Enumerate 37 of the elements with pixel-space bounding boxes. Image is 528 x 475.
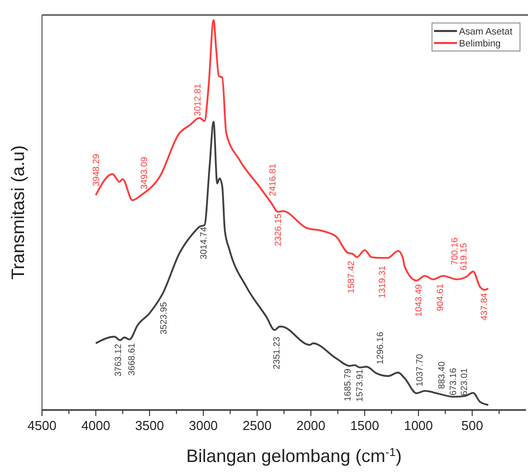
annotation: 904.61 (435, 284, 446, 312)
annotation: 1043.49 (414, 284, 424, 317)
annotation: 3523.95 (158, 302, 168, 335)
annotation: 1685.79 (342, 368, 353, 402)
x-tick-label: 3000 (188, 418, 218, 433)
annotation: 2351.23 (272, 336, 282, 370)
annotation: 3014.74 (198, 226, 209, 260)
annotation: 1296.16 (375, 332, 386, 364)
annotation: 1319.31 (376, 266, 387, 298)
annotation: 2326.15 (272, 214, 283, 246)
x-tick-label: 4000 (81, 418, 110, 433)
annotation: 3948.29 (90, 154, 101, 186)
y-axis-title: Transmitasi (a.u) (8, 145, 28, 280)
annotation: 3763.12 (113, 344, 124, 376)
legend-label: Asam Asetat (459, 26, 513, 38)
annotation: 3668.61 (126, 343, 136, 376)
annotation: 673.16 (448, 368, 458, 396)
x-tick-label: 2000 (296, 418, 326, 433)
annotation: 3493.09 (139, 156, 150, 190)
x-tick-label: 1000 (404, 418, 433, 433)
x-tick-label: 1500 (350, 418, 380, 433)
legend-label: Belimbing (459, 38, 501, 50)
annotation: 700.16 (450, 238, 460, 266)
annotation: 1573.91 (354, 369, 365, 402)
annotation: 623.01 (458, 368, 469, 396)
x-tick-label: 4500 (28, 418, 56, 433)
x-tick-label: 2500 (242, 418, 272, 433)
annotation: 883.40 (436, 361, 447, 389)
annotation: 619.15 (458, 242, 469, 270)
annotation: 2416.81 (267, 164, 278, 196)
annotation: 437.84 (478, 292, 489, 321)
annotation: 3012.81 (192, 84, 203, 116)
annotation: 1037.70 (414, 354, 425, 387)
annotation: 1587.42 (346, 260, 356, 294)
x-tick-label: 500 (461, 418, 484, 433)
x-tick-label: 3500 (135, 418, 164, 433)
x-axis-title: Bilangan gelombang (cm$^{-1}$) (186, 446, 402, 466)
